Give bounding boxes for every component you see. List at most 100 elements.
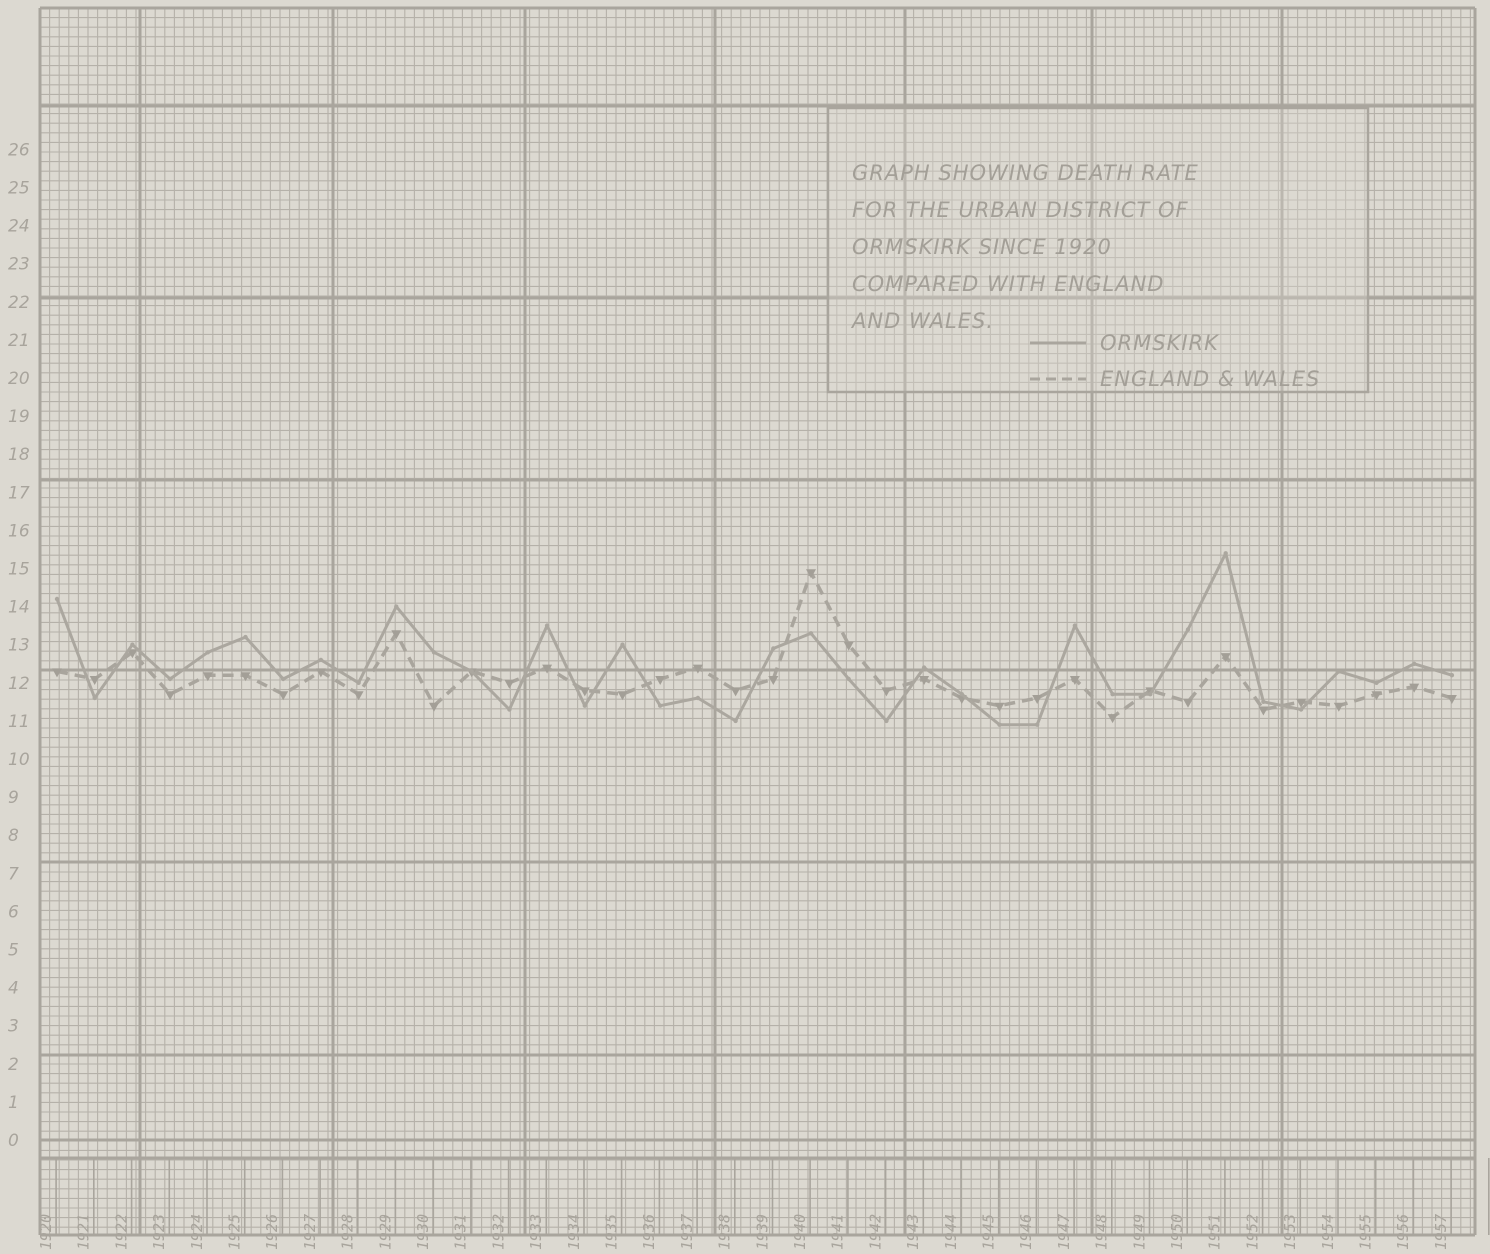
england-wales-point xyxy=(1258,706,1269,716)
chart-title-line: COMPARED WITH ENGLAND xyxy=(852,272,1164,296)
england-wales-point xyxy=(919,676,930,685)
ormskirk-point xyxy=(507,707,512,712)
x-tick-label: 1939 xyxy=(753,1214,771,1250)
y-tick-label: 9 xyxy=(8,788,19,808)
ormskirk-point xyxy=(356,680,361,685)
y-tick-label: 26 xyxy=(8,140,30,160)
x-tick-label: 1945 xyxy=(980,1214,998,1250)
x-tick-label: 1932 xyxy=(489,1214,507,1250)
ormskirk-point xyxy=(1110,692,1115,697)
ormskirk-point xyxy=(205,650,210,655)
england-wales-point xyxy=(429,702,439,712)
legend-label: ENGLAND & WALES xyxy=(1100,367,1320,391)
ormskirk-point xyxy=(1336,669,1342,674)
ormskirk-point xyxy=(431,650,437,655)
england-wales-point xyxy=(881,687,892,697)
england-wales-point xyxy=(843,641,854,651)
y-tick-label: 18 xyxy=(8,445,30,465)
x-tick-label: 1940 xyxy=(791,1214,809,1250)
ormskirk-point xyxy=(997,722,1002,727)
england-wales-point xyxy=(617,691,628,701)
y-tick-label: 0 xyxy=(8,1131,19,1151)
england-wales-point xyxy=(315,668,326,678)
y-tick-label: 16 xyxy=(8,521,30,541)
ormskirk-point xyxy=(695,695,701,701)
y-tick-label: 20 xyxy=(8,369,30,389)
england-wales-point xyxy=(127,649,138,659)
ormskirk-point xyxy=(921,665,927,670)
ormskirk-point xyxy=(54,596,60,602)
england-wales-point xyxy=(768,676,779,685)
title-box xyxy=(826,106,1370,394)
ormskirk-point xyxy=(1412,661,1417,666)
ormskirk-point xyxy=(884,718,889,724)
ormskirk-point xyxy=(1148,692,1153,697)
x-tick-label: 1927 xyxy=(301,1214,319,1250)
x-tick-label: 1936 xyxy=(640,1214,658,1250)
england-wales-point xyxy=(1069,676,1080,685)
y-tick-label: 14 xyxy=(8,598,30,618)
ormskirk-point xyxy=(1449,673,1455,678)
x-tick-label: 1935 xyxy=(603,1214,621,1250)
x-tick-label: 1943 xyxy=(904,1214,922,1250)
y-tick-label: 7 xyxy=(8,864,19,884)
x-tick-label: 1949 xyxy=(1130,1214,1148,1250)
ormskirk-point xyxy=(544,623,550,628)
y-tick-label: 21 xyxy=(8,331,30,351)
x-tick-label: 1946 xyxy=(1017,1214,1035,1250)
x-tick-label: 1947 xyxy=(1055,1214,1073,1250)
england-wales-point xyxy=(353,691,364,701)
x-tick-label: 1934 xyxy=(565,1214,583,1250)
x-tick-label: 1926 xyxy=(263,1214,281,1250)
england-wales-point xyxy=(1220,653,1231,663)
england-wales-point xyxy=(1183,698,1193,708)
ormskirk-point xyxy=(1185,627,1191,632)
england-wales-point xyxy=(504,679,515,689)
ormskirk-point xyxy=(733,718,738,724)
major-grid xyxy=(38,6,1477,1237)
ormskirk-point xyxy=(846,676,851,682)
y-tick-label: 12 xyxy=(8,674,30,694)
ormskirk-point xyxy=(1223,551,1228,556)
y-tick-label: 4 xyxy=(8,979,19,999)
england-wales-point xyxy=(240,672,251,682)
england-wales-point xyxy=(579,687,590,697)
england-wales-point xyxy=(1333,702,1344,712)
x-tick-label: 1933 xyxy=(527,1214,545,1250)
england-wales-point xyxy=(994,702,1005,712)
x-tick-label: 1937 xyxy=(678,1214,696,1250)
y-tick-label: 5 xyxy=(8,941,19,961)
england-wales-point xyxy=(165,691,176,701)
y-tick-label: 2 xyxy=(8,1055,19,1075)
ormskirk-line xyxy=(55,551,1453,727)
y-tick-label: 11 xyxy=(8,712,30,732)
ormskirk-point xyxy=(582,703,587,708)
ormskirk-point xyxy=(959,692,964,697)
y-tick-label: 25 xyxy=(8,179,30,199)
y-tick-label: 17 xyxy=(8,483,30,503)
x-tick-label: 1954 xyxy=(1319,1214,1337,1250)
x-tick-label: 1956 xyxy=(1394,1214,1412,1250)
england-wales-point xyxy=(1409,683,1420,693)
ormskirk-point xyxy=(658,703,663,708)
chart-title-line: AND WALES. xyxy=(850,309,994,333)
england-wales-point xyxy=(1446,695,1457,704)
england-wales-point xyxy=(202,672,213,682)
ormskirk-point xyxy=(318,657,324,663)
ormskirk-point xyxy=(243,634,248,640)
x-tick-label: 1928 xyxy=(339,1214,357,1250)
x-tick-label: 1920 xyxy=(37,1214,55,1250)
england-wales-point xyxy=(1371,691,1382,701)
x-tick-label: 1929 xyxy=(376,1214,394,1250)
chart-title-line: GRAPH SHOWING DEATH RATE xyxy=(852,161,1199,185)
england-wales-point xyxy=(655,676,666,685)
x-axis-cells xyxy=(55,1158,1490,1235)
x-tick-label: 1948 xyxy=(1093,1214,1111,1250)
x-tick-label: 1952 xyxy=(1243,1214,1261,1250)
x-tick-label: 1925 xyxy=(226,1214,244,1250)
england-wales-point xyxy=(391,630,402,640)
x-tick-label: 1923 xyxy=(150,1214,168,1250)
y-tick-label: 8 xyxy=(8,826,19,846)
